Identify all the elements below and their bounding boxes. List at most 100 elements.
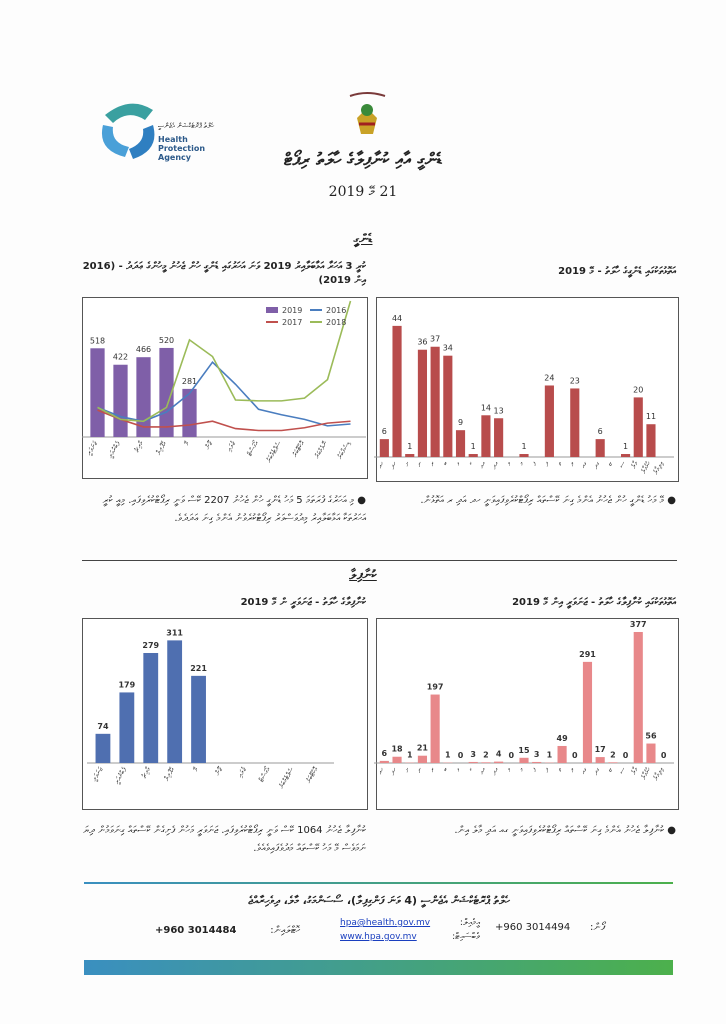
data-label: 56	[645, 732, 657, 741]
data-label: 3	[470, 750, 476, 759]
data-label: 3	[534, 750, 540, 759]
bar	[379, 439, 389, 457]
x-tick-label: ކ	[467, 766, 475, 773]
data-label: 14	[481, 403, 491, 412]
x-tick-label: މާލެ	[629, 765, 640, 776]
x-tick-label: ފ	[530, 766, 539, 773]
x-tick-label: އއ	[477, 765, 488, 775]
x-tick-label: ރ	[428, 459, 437, 467]
x-tick-label: މާރިޗު	[132, 439, 145, 453]
website[interactable]: www.hpa.gov.mv	[340, 932, 417, 942]
data-label: 1	[521, 442, 526, 451]
x-tick-label: ސެޕްޓެމްބަރު	[277, 765, 296, 790]
x-tick-label: ހދ	[388, 765, 399, 776]
bar	[570, 388, 580, 457]
bar	[119, 692, 135, 763]
bullet: ● މޭ މަހު ޑެންގީ ހުން ޖެހުނު އެންމެ ގިނަ…	[420, 495, 676, 506]
x-tick-label: އޭޕްރިލް	[154, 439, 168, 456]
data-label: 23	[570, 376, 580, 385]
bar	[113, 364, 128, 437]
bar	[557, 745, 567, 763]
bar	[468, 761, 478, 763]
chart-title: ކުނާފިލާގެ ހާލަތު - ޖަނަވަރީ ން މޭ 2019	[240, 597, 366, 608]
bullet-text: މޭ މަހު ޑެންގީ ހުން ޖެހުނު އެންމެ ގިނަ ކ…	[420, 495, 665, 506]
bar	[191, 675, 206, 763]
x-tick-label: ކ	[467, 460, 475, 467]
bar	[159, 347, 174, 437]
data-label: 34	[443, 344, 453, 353]
data-label: 311	[166, 628, 183, 637]
x-tick-label: ގދ	[591, 766, 602, 776]
bar	[646, 743, 656, 763]
bar	[633, 631, 643, 763]
data-label: 291	[579, 650, 596, 659]
x-tick-label: ރ	[428, 765, 437, 773]
x-tick-label: ނޮވެމްބަރު	[313, 440, 329, 460]
data-label: 1	[407, 442, 412, 451]
bar	[532, 761, 542, 763]
bar	[608, 762, 618, 763]
x-tick-label: ށ	[402, 765, 411, 773]
x-tick-label: ޖޫން	[213, 765, 224, 777]
line-series	[97, 409, 351, 432]
bar	[595, 439, 605, 457]
x-tick-label: ޖަނަވަރީ	[90, 766, 105, 784]
data-label: 18	[391, 745, 403, 754]
bullet: ● ކުނާފިލާ ޖެހުނު އެންމެ ގިނަ ކޭސްތައް ރ…	[454, 825, 676, 836]
data-label: 1	[445, 751, 451, 760]
phone-label: ފޯން:	[590, 922, 605, 933]
bar	[90, 348, 105, 437]
legend-label: 2019	[282, 306, 302, 315]
divider	[82, 560, 677, 561]
title: ޑެންގީ އާއި ކުނާފިލާގެ ހާލަތު ރިޕޯޓް	[283, 150, 443, 170]
footer-band	[84, 960, 673, 975]
email[interactable]: hpa@health.gov.mv	[340, 918, 431, 928]
date: 21 މޭ 2019	[328, 184, 398, 200]
x-tick-label: ޅ	[454, 765, 463, 772]
x-tick-label: ސ	[617, 459, 627, 469]
x-tick-label: ބ	[441, 459, 450, 466]
data-label: 6	[382, 427, 387, 436]
x-tick-label: އޯގަސްޓް	[256, 765, 272, 784]
emblem	[349, 92, 386, 134]
bar	[136, 357, 151, 437]
data-label: 0	[661, 751, 667, 760]
data-label: 422	[113, 353, 128, 362]
bar	[494, 761, 504, 763]
footer-address: ހެލްތު ޕްރޮޓެކްޝަން އެޖެންސީ (4 ވަނަ ފަނ…	[248, 894, 510, 907]
x-tick-label: ސެޕްޓެމްބަރު	[265, 439, 284, 464]
x-tick-label: ފެބްރުއަރީ	[113, 765, 130, 786]
web-label: ވެބްސައިޓް:	[452, 932, 480, 942]
x-tick-label: އދ	[490, 459, 501, 470]
x-tick-label: ވިލިމާލެ	[651, 459, 666, 476]
bar	[519, 454, 529, 457]
bar	[182, 388, 197, 437]
x-tick-label: އޯގަސްޓް	[245, 439, 261, 458]
x-tick-label: ސ	[617, 765, 627, 775]
bar	[392, 325, 402, 457]
bar	[620, 454, 631, 457]
bar	[646, 424, 656, 457]
x-tick-label: މ	[517, 460, 526, 467]
data-label: 6	[382, 749, 388, 758]
bullet: ކުނާފިލާ ޖެހުނު 1064 ކޭސް ވަނީ ރިޕޯޓްކުރ…	[82, 822, 366, 858]
data-label: 17	[595, 745, 606, 754]
bullet-text: ކުނާފިލާ ޖެހުނު އެންމެ ގިނަ ކޭސްތައް ރިޕ…	[454, 825, 665, 836]
x-tick-label: ވިލިމާލެ	[651, 765, 666, 782]
chart-frame	[82, 297, 368, 479]
bar	[143, 652, 159, 763]
x-tick-label: ދ	[542, 765, 551, 773]
x-tick-label: ހދ	[388, 459, 399, 470]
bar	[405, 454, 415, 457]
x-tick-label: ލ	[568, 460, 577, 468]
section-heading: ޑެންގީ	[353, 232, 373, 247]
bar	[167, 640, 183, 763]
bar	[95, 733, 111, 763]
data-label: 20	[633, 385, 643, 394]
data-label: 0	[623, 751, 629, 760]
x-tick-label: ޖުލައި	[236, 766, 248, 779]
hotline: +960 3014484	[155, 925, 237, 936]
data-label: 2	[610, 750, 616, 759]
data-label: 1	[547, 751, 553, 760]
